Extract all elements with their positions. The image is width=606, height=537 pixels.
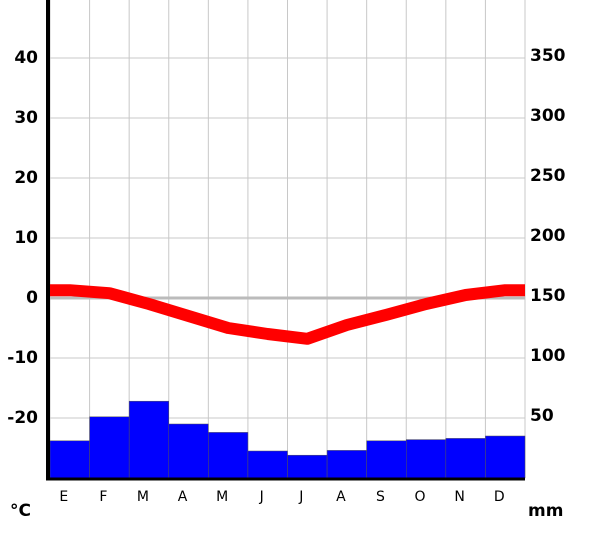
precipitation-bar <box>326 450 367 479</box>
y-tick-label: 40 <box>14 48 38 68</box>
precipitation-bar <box>49 440 90 479</box>
y-axis-unit: °C <box>10 501 31 521</box>
y-tick-label: -10 <box>7 348 38 368</box>
y2-tick-label: 200 <box>530 226 566 246</box>
y-tick-label: 0 <box>26 288 38 308</box>
x-tick-label: A <box>178 489 188 505</box>
precipitation-bar <box>128 400 170 479</box>
y2-axis-unit: mm <box>528 501 563 521</box>
y-tick-label: -20 <box>7 408 38 428</box>
x-tick-label: E <box>59 489 68 505</box>
x-tick-label: J <box>298 489 303 505</box>
precipitation-bar <box>287 454 328 479</box>
precipitation-bar <box>247 450 288 479</box>
x-tick-label: M <box>216 489 228 505</box>
y-tick-label: 30 <box>14 108 38 128</box>
y2-tick-label: 50 <box>530 406 554 426</box>
y2-tick-label: 250 <box>530 166 566 186</box>
y2-tick-label: 150 <box>530 286 566 306</box>
precipitation-bar <box>406 439 447 479</box>
x-tick-label: O <box>415 489 426 505</box>
x-tick-label: D <box>494 489 505 505</box>
precipitation-bar <box>366 440 407 479</box>
x-tick-label: N <box>454 489 464 505</box>
temperature-line <box>50 284 525 345</box>
precipitation-bar <box>208 432 249 479</box>
y-tick-label: 20 <box>14 168 38 188</box>
y2-tick-label: 100 <box>530 346 566 366</box>
x-tick-label: M <box>137 489 149 505</box>
x-tick-label: S <box>376 489 385 505</box>
precipitation-bar <box>485 435 526 479</box>
precipitation-bar <box>168 423 209 479</box>
x-tick-label: A <box>336 489 346 505</box>
precipitation-bar <box>445 438 486 479</box>
x-tick-label: J <box>259 489 264 505</box>
x-tick-label: F <box>99 489 107 505</box>
y2-tick-label: 300 <box>530 106 566 126</box>
y2-tick-label: 350 <box>530 46 566 66</box>
precipitation-bar <box>89 416 130 479</box>
y-tick-label: 10 <box>14 228 38 248</box>
